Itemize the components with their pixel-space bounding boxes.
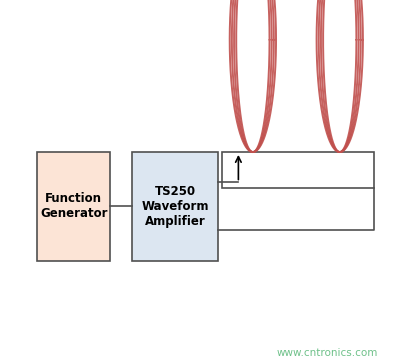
Text: TS250
Waveform
Amplifier: TS250 Waveform Amplifier — [141, 185, 209, 228]
Text: www.cntronics.com: www.cntronics.com — [276, 348, 378, 358]
FancyBboxPatch shape — [222, 152, 374, 188]
FancyBboxPatch shape — [38, 152, 110, 261]
FancyBboxPatch shape — [132, 152, 218, 261]
Text: Function
Generator: Function Generator — [40, 192, 107, 220]
